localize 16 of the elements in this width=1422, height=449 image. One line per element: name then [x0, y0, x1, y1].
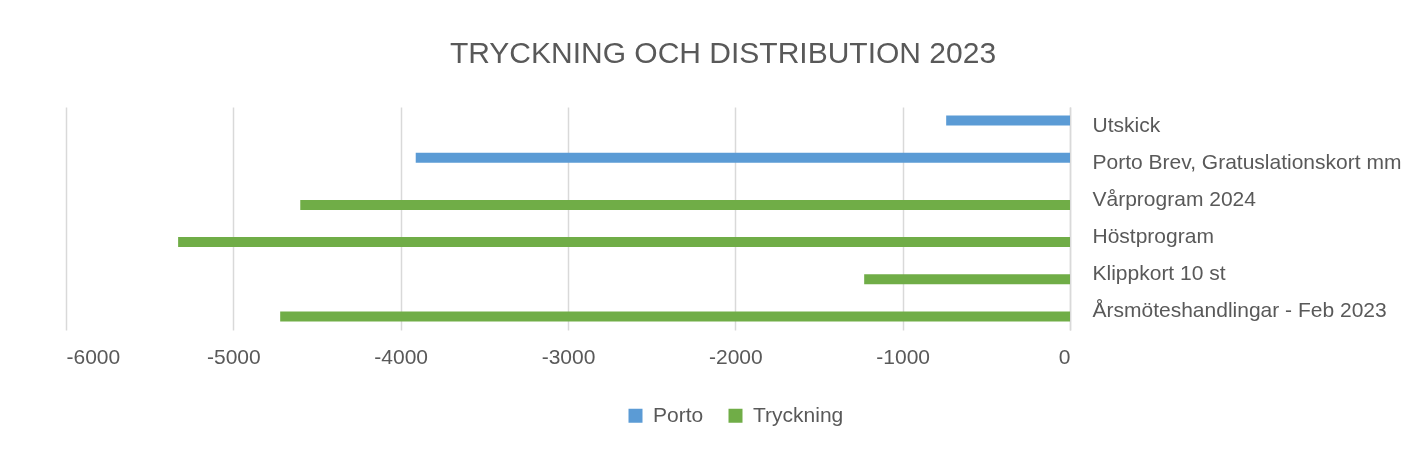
legend-label: Porto: [653, 402, 704, 426]
y-tick-label: Porto Brev, Gratuslationskort mm: [1092, 149, 1402, 173]
x-tick-label: -4000: [374, 344, 429, 368]
x-tick-label: -6000: [66, 344, 121, 368]
y-tick-label: Klippkort 10 st: [1092, 261, 1226, 285]
x-tick-label: 0: [1058, 344, 1071, 368]
chart-title: TRYCKNING OCH DISTRIBUTION 2023: [449, 36, 997, 69]
x-tick-label: -1000: [876, 344, 931, 368]
y-tick-label: Vårprogram 2024: [1092, 186, 1257, 210]
y-tick-label: Utskick: [1092, 112, 1161, 136]
x-tick-label: -2000: [708, 344, 763, 368]
x-tick-label: -3000: [541, 344, 596, 368]
legend-label: Tryckning: [753, 402, 844, 426]
y-tick-label: Årsmöteshandlingar - Feb 2023: [1092, 298, 1387, 322]
x-tick-label: -5000: [206, 344, 261, 368]
y-tick-label: Höstprogram: [1092, 224, 1214, 248]
